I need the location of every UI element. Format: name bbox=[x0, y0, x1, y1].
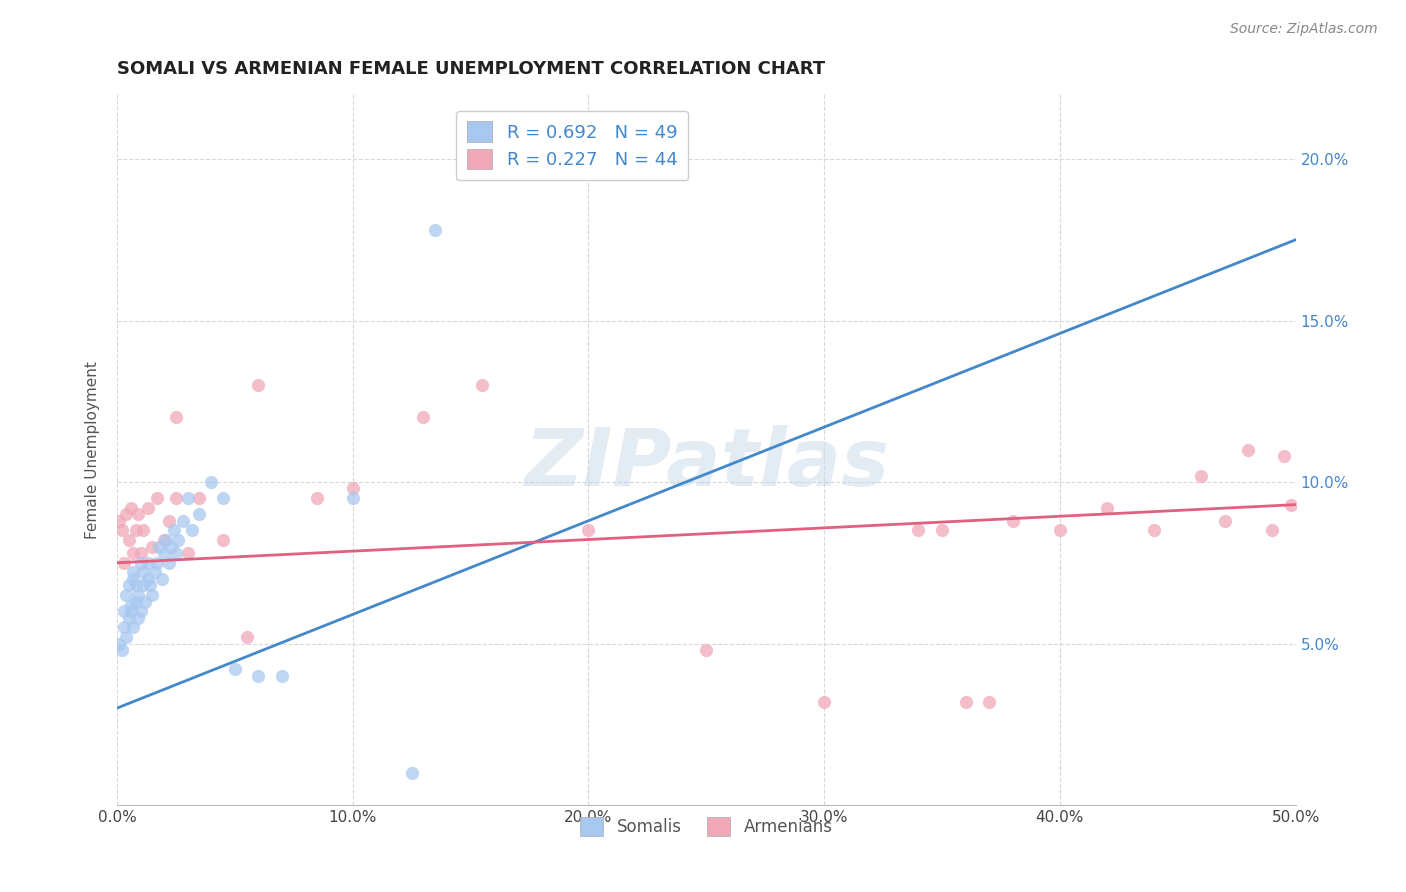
Point bbox=[153, 533, 176, 548]
Point bbox=[115, 508, 138, 522]
Point bbox=[141, 588, 163, 602]
Point bbox=[212, 533, 235, 548]
Point bbox=[155, 533, 177, 548]
Point bbox=[1189, 468, 1212, 483]
Point bbox=[578, 524, 600, 538]
Point bbox=[115, 630, 138, 644]
Point bbox=[132, 524, 155, 538]
Point bbox=[1279, 498, 1302, 512]
Point bbox=[1095, 500, 1118, 515]
Point bbox=[125, 594, 148, 608]
Point bbox=[471, 378, 494, 392]
Point bbox=[955, 695, 977, 709]
Point bbox=[112, 604, 135, 618]
Point bbox=[200, 475, 222, 489]
Point bbox=[127, 508, 149, 522]
Point bbox=[153, 546, 176, 560]
Point bbox=[176, 546, 198, 560]
Point bbox=[1213, 514, 1236, 528]
Y-axis label: Female Unemployment: Female Unemployment bbox=[86, 360, 100, 539]
Point bbox=[141, 540, 163, 554]
Point bbox=[136, 500, 159, 515]
Point bbox=[122, 620, 145, 634]
Point bbox=[342, 482, 364, 496]
Point bbox=[122, 546, 145, 560]
Point bbox=[108, 514, 131, 528]
Point bbox=[136, 572, 159, 586]
Point bbox=[235, 630, 257, 644]
Point bbox=[1001, 514, 1024, 528]
Text: SOMALI VS ARMENIAN FEMALE UNEMPLOYMENT CORRELATION CHART: SOMALI VS ARMENIAN FEMALE UNEMPLOYMENT C… bbox=[117, 60, 825, 78]
Point bbox=[136, 556, 159, 570]
Point bbox=[112, 620, 135, 634]
Point bbox=[412, 410, 434, 425]
Point bbox=[162, 524, 184, 538]
Point bbox=[139, 578, 162, 592]
Point bbox=[125, 524, 148, 538]
Point bbox=[172, 514, 194, 528]
Point bbox=[157, 556, 180, 570]
Point bbox=[111, 524, 134, 538]
Point bbox=[125, 578, 148, 592]
Point bbox=[129, 604, 152, 618]
Point bbox=[1049, 524, 1071, 538]
Point bbox=[188, 491, 211, 505]
Point bbox=[907, 524, 929, 538]
Point bbox=[127, 610, 149, 624]
Point bbox=[271, 669, 294, 683]
Point bbox=[1261, 524, 1284, 538]
Point bbox=[212, 491, 235, 505]
Point bbox=[111, 643, 134, 657]
Point bbox=[120, 604, 142, 618]
Point bbox=[132, 578, 155, 592]
Point bbox=[120, 500, 142, 515]
Point bbox=[146, 556, 169, 570]
Point bbox=[342, 491, 364, 505]
Point bbox=[247, 669, 270, 683]
Point bbox=[143, 566, 166, 580]
Point bbox=[122, 566, 145, 580]
Point bbox=[695, 643, 717, 657]
Point bbox=[1272, 449, 1295, 463]
Text: Source: ZipAtlas.com: Source: ZipAtlas.com bbox=[1230, 22, 1378, 37]
Point bbox=[224, 662, 246, 676]
Point bbox=[165, 410, 187, 425]
Point bbox=[188, 508, 211, 522]
Point bbox=[132, 566, 155, 580]
Point bbox=[118, 578, 141, 592]
Point bbox=[979, 695, 1001, 709]
Point bbox=[931, 524, 953, 538]
Point bbox=[307, 491, 329, 505]
Point bbox=[127, 588, 149, 602]
Point bbox=[150, 572, 173, 586]
Point bbox=[160, 540, 183, 554]
Legend: Somalis, Armenians: Somalis, Armenians bbox=[574, 810, 839, 843]
Point bbox=[247, 378, 270, 392]
Point bbox=[134, 594, 156, 608]
Point bbox=[115, 588, 138, 602]
Point bbox=[813, 695, 835, 709]
Point bbox=[118, 610, 141, 624]
Point bbox=[122, 572, 145, 586]
Point bbox=[165, 491, 187, 505]
Point bbox=[118, 533, 141, 548]
Point bbox=[1143, 524, 1166, 538]
Point bbox=[1237, 442, 1260, 457]
Point bbox=[167, 533, 190, 548]
Point bbox=[129, 546, 152, 560]
Point bbox=[112, 556, 135, 570]
Point bbox=[176, 491, 198, 505]
Point bbox=[148, 540, 170, 554]
Point bbox=[425, 223, 447, 237]
Point bbox=[181, 524, 204, 538]
Point bbox=[129, 556, 152, 570]
Point bbox=[401, 765, 423, 780]
Text: ZIPatlas: ZIPatlas bbox=[524, 425, 889, 503]
Point bbox=[108, 636, 131, 650]
Point bbox=[157, 514, 180, 528]
Point bbox=[120, 598, 142, 612]
Point bbox=[165, 546, 187, 560]
Point bbox=[146, 491, 169, 505]
